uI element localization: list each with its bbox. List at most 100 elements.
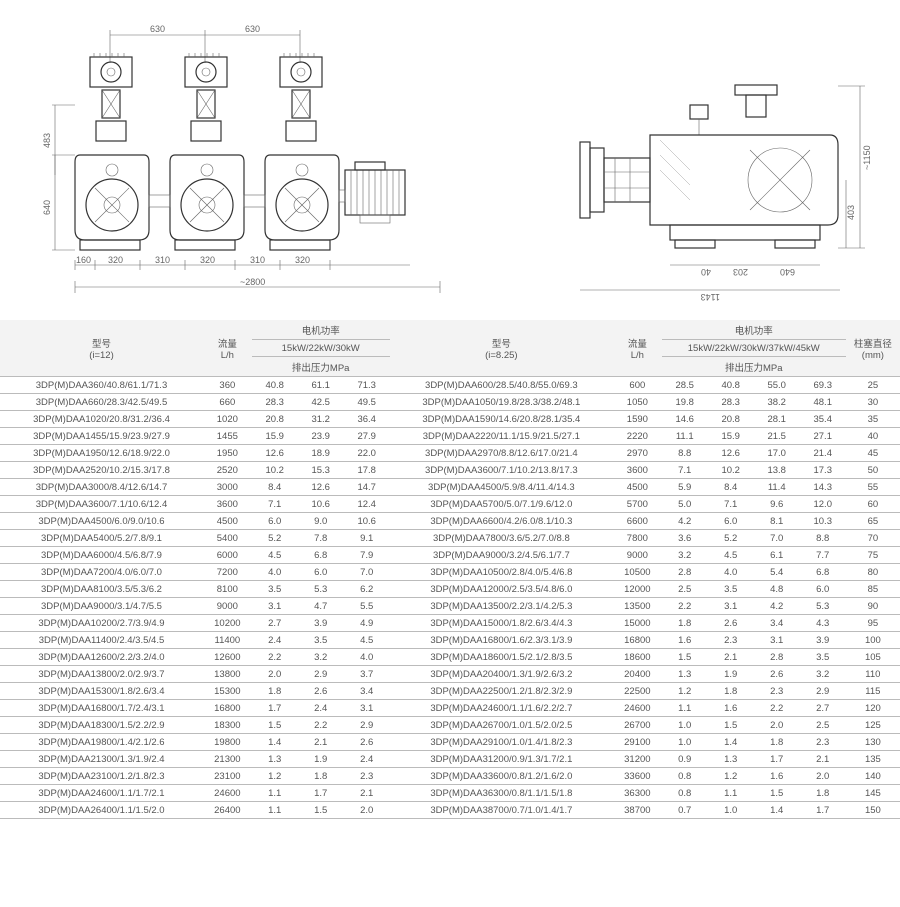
pump-heads: [90, 53, 322, 87]
cell: 2.0: [800, 768, 846, 785]
cell: 10.3: [800, 513, 846, 530]
cell: 1.1: [252, 802, 298, 819]
cell: 55: [846, 479, 900, 496]
cell: 3.4: [754, 615, 800, 632]
cell: 3DP(M)DAA13800/2.0/2.9/3.7: [0, 666, 203, 683]
table-header: 型号 (i=12) 流量 L/h 电机功率 型号 (i=8.25) 流量 L/h…: [0, 320, 900, 377]
cell: 55.0: [754, 377, 800, 394]
dim-text: 320: [108, 255, 123, 265]
cell: 33600: [613, 768, 662, 785]
cell: 11.4: [754, 479, 800, 496]
cell: 2.2: [754, 700, 800, 717]
cell: 10.6: [344, 513, 390, 530]
cell: 3DP(M)DAA24600/1.1/1.6/2.2/2.7: [390, 700, 613, 717]
cell: 3DP(M)DAA5700/5.0/7.1/9.6/12.0: [390, 496, 613, 513]
cell: 140: [846, 768, 900, 785]
cell: 1.9: [708, 666, 754, 683]
cell: 3.9: [800, 632, 846, 649]
cell: 1.7: [754, 751, 800, 768]
cell: 6.0: [252, 513, 298, 530]
cell: 3DP(M)DAA13500/2.2/3.1/4.2/5.3: [390, 598, 613, 615]
cell: 2.8: [662, 564, 708, 581]
cell: 71.3: [344, 377, 390, 394]
cell: 3.2: [298, 649, 344, 666]
cell: 1.0: [662, 734, 708, 751]
cell: 3DP(M)DAA660/28.3/42.5/49.5: [0, 394, 203, 411]
table-row: 3DP(M)DAA6000/4.5/6.8/7.960004.56.87.93D…: [0, 547, 900, 564]
cell: 69.3: [800, 377, 846, 394]
cell: 3DP(M)DAA11400/2.4/3.5/4.5: [0, 632, 203, 649]
cell: 5.3: [800, 598, 846, 615]
cell: 0.8: [662, 768, 708, 785]
cell: 2.9: [800, 683, 846, 700]
table-row: 3DP(M)DAA1020/20.8/31.2/36.4102020.831.2…: [0, 411, 900, 428]
cell: 3DP(M)DAA29100/1.0/1.4/1.8/2.3: [390, 734, 613, 751]
cell: 135: [846, 751, 900, 768]
cell: 35.4: [800, 411, 846, 428]
cell: 1.2: [708, 768, 754, 785]
cell: 6.8: [298, 547, 344, 564]
cell: 4.5: [344, 632, 390, 649]
cell: 2.0: [754, 717, 800, 734]
dim-text: 483: [42, 133, 52, 148]
cell: 3DP(M)DAA9000/3.2/4.5/6.1/7.7: [390, 547, 613, 564]
cell: 1.8: [708, 683, 754, 700]
cell: 1.5: [662, 649, 708, 666]
cell: 24600: [613, 700, 662, 717]
cell: 15.9: [708, 428, 754, 445]
cell: 6.2: [344, 581, 390, 598]
cell: 26400: [203, 802, 252, 819]
cell: 3DP(M)DAA38700/0.7/1.0/1.4/1.7: [390, 802, 613, 819]
cell: 660: [203, 394, 252, 411]
cell: 3DP(M)DAA10500/2.8/4.0/5.4/6.8: [390, 564, 613, 581]
cell: 5400: [203, 530, 252, 547]
cell: 4.9: [344, 615, 390, 632]
cell: 3DP(M)DAA2220/11.1/15.9/21.5/27.1: [390, 428, 613, 445]
cell: 28.3: [252, 394, 298, 411]
th-model-a: 型号 (i=12): [0, 320, 203, 377]
cell: 1.8: [298, 768, 344, 785]
cell: 8100: [203, 581, 252, 598]
table-row: 3DP(M)DAA18300/1.5/2.2/2.9183001.52.22.9…: [0, 717, 900, 734]
cell: 1.3: [662, 666, 708, 683]
th-motor-b2: 15kW/22kW/30kW/37kW/45kW: [662, 340, 846, 357]
cell: 7.1: [662, 462, 708, 479]
cell: 8.8: [800, 530, 846, 547]
cell: 12000: [613, 581, 662, 598]
cell: 3.1: [344, 700, 390, 717]
cell: 3DP(M)DAA5400/5.2/7.8/9.1: [0, 530, 203, 547]
cell: 10200: [203, 615, 252, 632]
cell: 2.3: [754, 683, 800, 700]
cell: 7.1: [708, 496, 754, 513]
cell: 13500: [613, 598, 662, 615]
cell: 4500: [203, 513, 252, 530]
cell: 13800: [203, 666, 252, 683]
cell: 1.8: [252, 683, 298, 700]
cell: 1590: [613, 411, 662, 428]
cell: 3DP(M)DAA3600/7.1/10.6/12.4: [0, 496, 203, 513]
cell: 49.5: [344, 394, 390, 411]
cell: 2520: [203, 462, 252, 479]
table-row: 3DP(M)DAA11400/2.4/3.5/4.5114002.43.54.5…: [0, 632, 900, 649]
cell: 31200: [613, 751, 662, 768]
cell: 23.9: [298, 428, 344, 445]
cell: 2.3: [344, 768, 390, 785]
cell: 3.2: [662, 547, 708, 564]
cell: 2.0: [344, 802, 390, 819]
cell: 27.9: [344, 428, 390, 445]
cell: 11.1: [662, 428, 708, 445]
cell: 1050: [613, 394, 662, 411]
cell: 12.6: [252, 445, 298, 462]
cell: 7200: [203, 564, 252, 581]
th-motor-a2: 15kW/22kW/30kW: [252, 340, 390, 357]
table-row: 3DP(M)DAA19800/1.4/2.1/2.6198001.42.12.6…: [0, 734, 900, 751]
cell: 4.3: [800, 615, 846, 632]
cell: 2.0: [252, 666, 298, 683]
cell: 4.7: [298, 598, 344, 615]
cell: 35: [846, 411, 900, 428]
cell: 130: [846, 734, 900, 751]
cell: 5.0: [662, 496, 708, 513]
cell: 0.8: [662, 785, 708, 802]
cell: 2.8: [754, 649, 800, 666]
cell: 2.1: [344, 785, 390, 802]
